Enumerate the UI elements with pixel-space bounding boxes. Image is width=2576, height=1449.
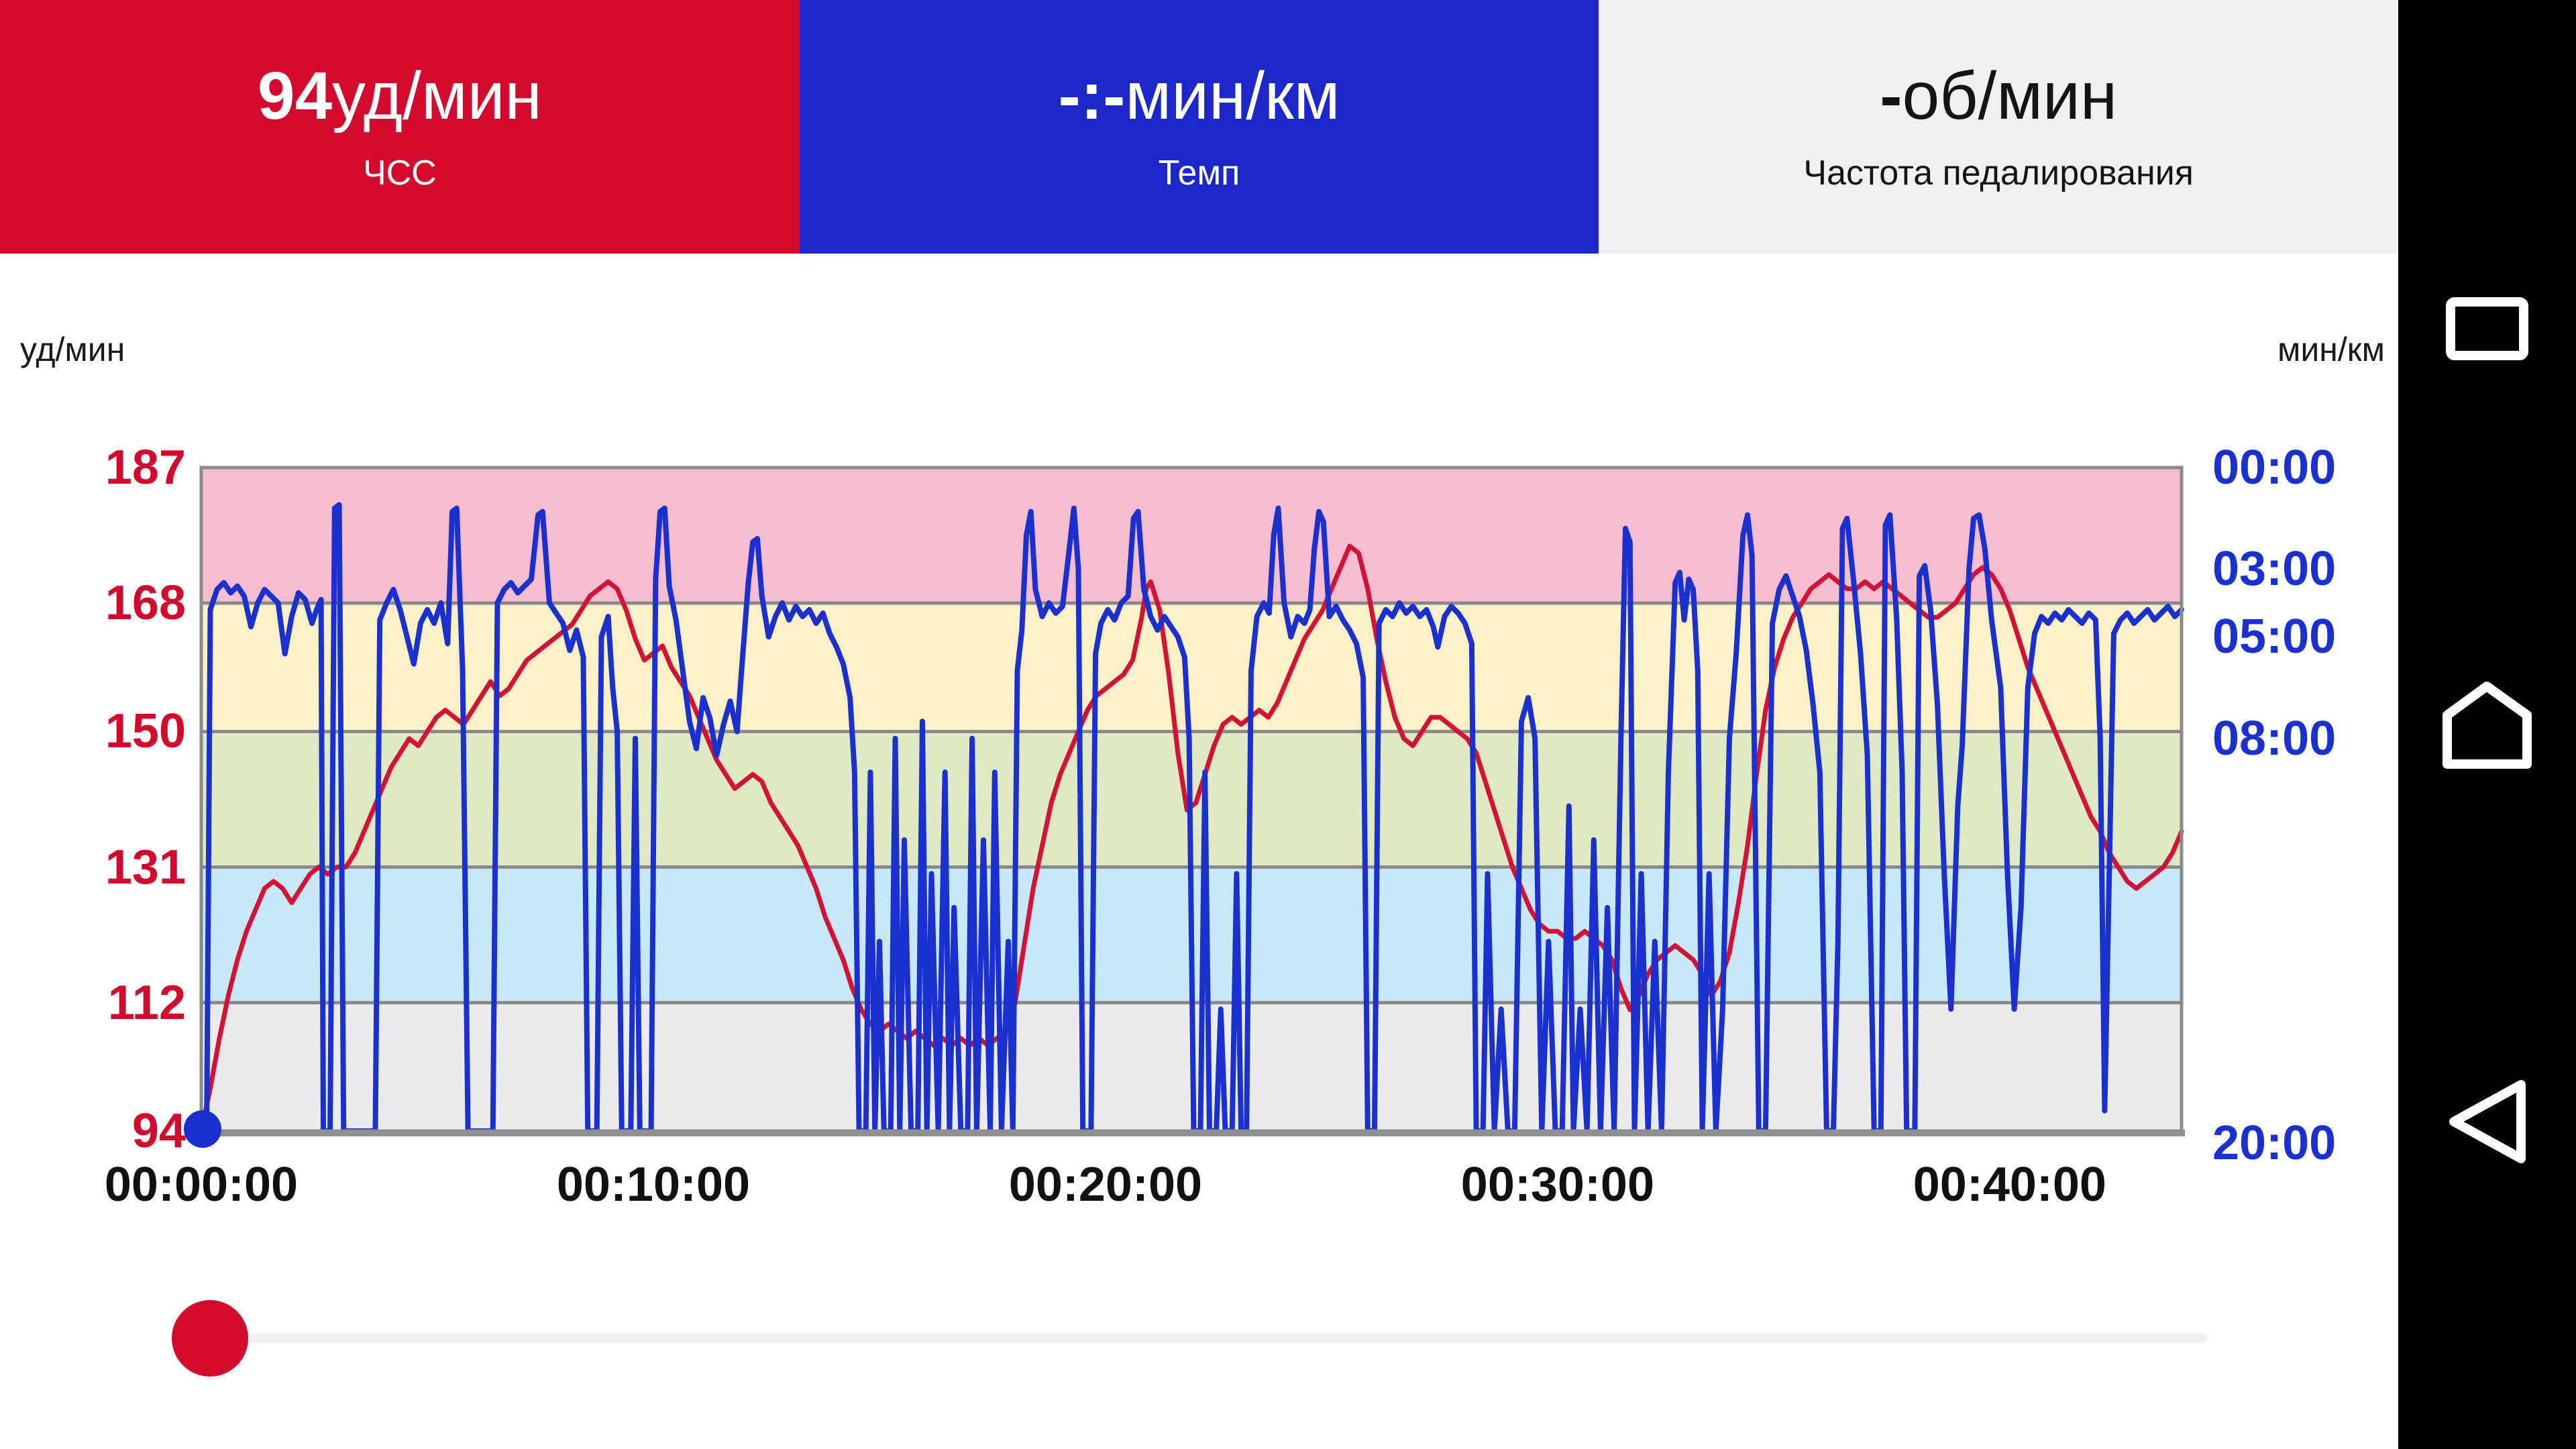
hr-tick-131: 131 <box>105 840 186 894</box>
pace-tick-05:00: 05:00 <box>2212 610 2337 664</box>
home-icon <box>2443 682 2532 769</box>
left-axis-title: уд/мин <box>20 331 125 368</box>
pace-value: -:-мин/км <box>1058 58 1340 133</box>
heart-rate-unit: уд/мин <box>332 58 542 133</box>
recents-button[interactable] <box>2398 297 2576 361</box>
heart-rate-value: 94уд/мин <box>257 58 542 133</box>
pace-tick-03:00: 03:00 <box>2212 542 2337 596</box>
cadence-value: -об/мин <box>1880 58 2118 133</box>
tab-pace[interactable]: -:-мин/км Темп <box>799 0 1599 254</box>
selected-point-marker <box>184 1110 221 1148</box>
x-axis-bar <box>198 1130 2185 1136</box>
cadence-unit: об/мин <box>1902 58 2118 133</box>
hr-tick-187: 187 <box>105 441 186 494</box>
scrubber-handle[interactable] <box>172 1300 248 1377</box>
time-tick-00:10:00: 00:10:00 <box>556 1158 751 1212</box>
heart-rate-label: ЧСС <box>362 154 437 193</box>
pace-tick-00:00: 00:00 <box>2212 441 2337 494</box>
scrubber-track[interactable] <box>213 1334 2207 1343</box>
time-tick-00:40:00: 00:40:00 <box>1913 1158 2106 1212</box>
hr-tick-112: 112 <box>107 975 186 1030</box>
android-navbar <box>2398 0 2576 1449</box>
tab-heart-rate[interactable]: 94уд/мин ЧСС <box>0 0 800 254</box>
home-button[interactable] <box>2398 680 2576 770</box>
back-icon <box>2449 1080 2526 1163</box>
hr-tick-150: 150 <box>105 704 186 759</box>
back-button[interactable] <box>2398 1079 2576 1165</box>
pace-unit: мин/км <box>1125 58 1340 133</box>
time-tick-00:00:00: 00:00:00 <box>104 1158 299 1212</box>
time-tick-00:20:00: 00:20:00 <box>1008 1158 1203 1212</box>
tab-cadence[interactable]: -об/мин Частота педалирования <box>1599 0 2399 254</box>
pace-tick-08:00: 08:00 <box>2212 711 2337 765</box>
pace-tick-20:00: 20:00 <box>2212 1116 2337 1170</box>
time-tick-00:30:00: 00:30:00 <box>1460 1158 1655 1212</box>
activity-chart[interactable] <box>184 466 2185 1148</box>
recents-icon <box>2446 297 2528 360</box>
pace-label: Темп <box>1158 154 1240 193</box>
hr-tick-94: 94 <box>131 1104 186 1158</box>
hr-tick-168: 168 <box>105 576 186 631</box>
right-axis-title: мин/км <box>2277 331 2385 368</box>
series-heart-rate <box>199 543 2184 1134</box>
cadence-label: Частота педалирования <box>1803 154 2194 193</box>
hr-zone4-band <box>201 603 2182 732</box>
metric-tabbar: 94уд/мин ЧСС -:-мин/км Темп -об/мин Част… <box>0 0 2399 254</box>
